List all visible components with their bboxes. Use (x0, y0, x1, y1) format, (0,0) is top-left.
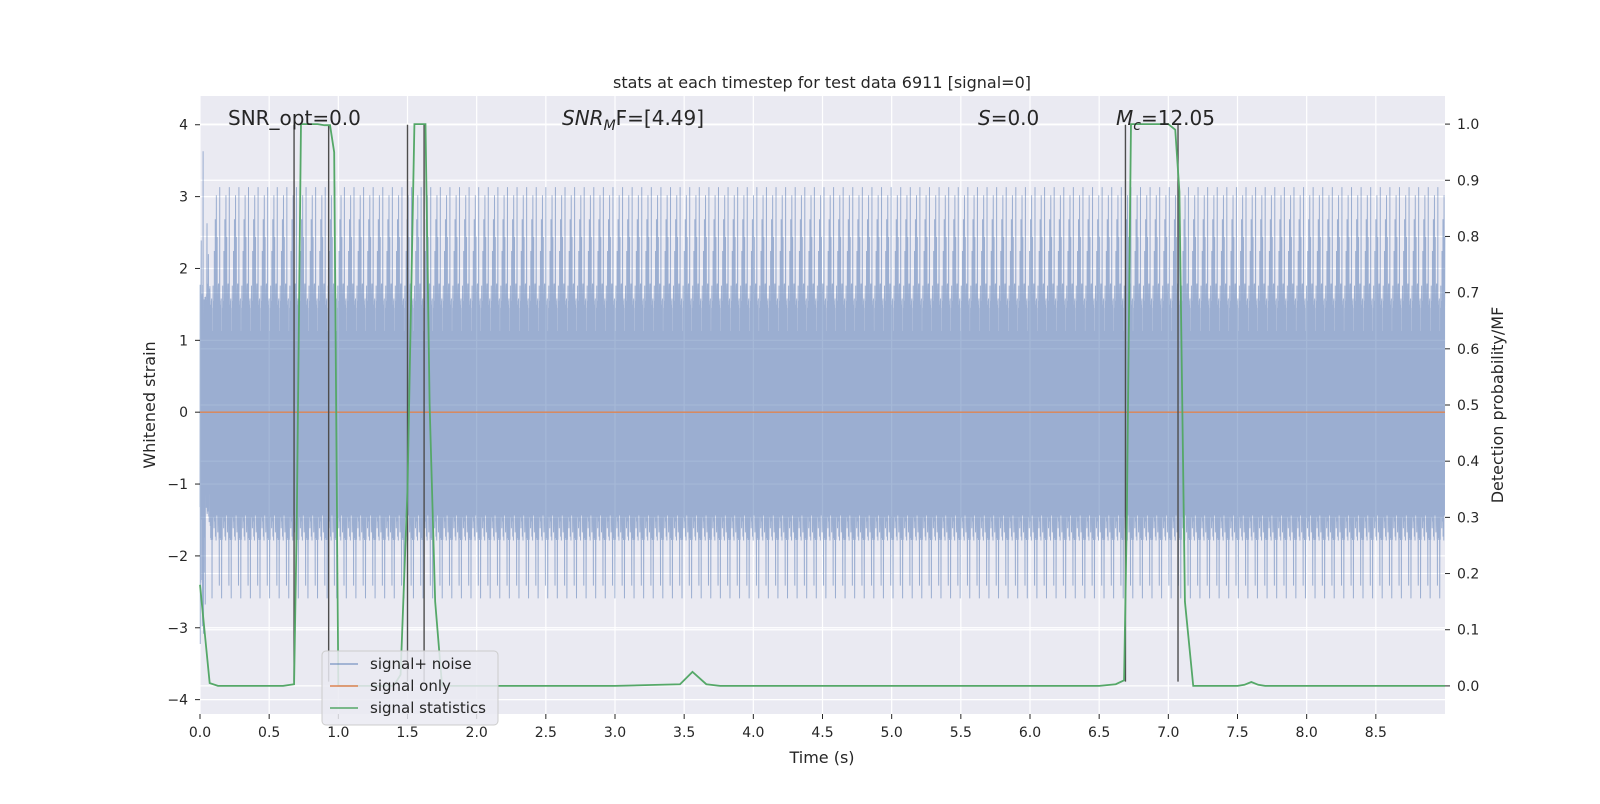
y-tick-label: 2 (179, 261, 188, 277)
legend-box (321, 650, 499, 726)
x-axis-label: Time (s) (788, 748, 854, 767)
y-tick-label: −2 (167, 549, 188, 565)
annotation-s-main: S (978, 106, 991, 130)
legend: signal+ noise signal only signal statist… (321, 650, 499, 726)
y-right-tick-label: 0.9 (1457, 173, 1479, 189)
x-tick-label: 2.5 (535, 725, 557, 741)
axes-layer: 0.0 0.5 1.0 1.5 2.0 2.5 3.0 3.5 4.0 4.5 5.0 5.5 6.0 6… (167, 117, 1479, 741)
annotation-snr-mf-sub: M (604, 118, 616, 134)
annotation-snr-opt: SNR_opt=0.0 (228, 106, 361, 130)
annotation-s-rest: =0.0 (991, 106, 1040, 130)
annotation-mc-rest: =12.05 (1141, 106, 1215, 130)
x-tick-label: 3.0 (604, 725, 626, 741)
legend-label-statistics: signal statistics (370, 699, 486, 717)
x-tick-label: 6.0 (1019, 725, 1041, 741)
y-right-tick-label: 1.0 (1457, 117, 1479, 133)
x-tick-label: 2.0 (466, 725, 488, 741)
y-axis-label: Whitened strain (140, 341, 159, 468)
x-tick-label: 1.5 (396, 725, 418, 741)
y-tick-label: 3 (179, 190, 188, 206)
x-tick-label: 3.5 (673, 725, 695, 741)
y-right-tick-label: 0.7 (1457, 286, 1479, 302)
y-axis-label-right: Detection probability/MF (1488, 307, 1507, 504)
x-tick-label: 7.5 (1226, 725, 1248, 741)
y-right-tick-label: 0.3 (1457, 510, 1479, 526)
legend-label-noise: signal+ noise (370, 655, 472, 673)
annotation-mc-sub: c (1133, 118, 1141, 134)
x-tick-label: 0.5 (258, 725, 280, 741)
y-tick-label: 4 (179, 118, 188, 134)
y-tick-label: 0 (179, 405, 188, 421)
y-right-tick-label: 0.1 (1457, 623, 1479, 639)
y-right-tick-label: 0.2 (1457, 567, 1479, 583)
x-tick-label: 7.0 (1157, 725, 1179, 741)
x-tick-label: 0.0 (189, 725, 211, 741)
y-tick-label: −4 (167, 693, 188, 709)
y-tick-label: 1 (179, 333, 188, 349)
y-tick-label: −3 (167, 621, 188, 637)
x-tick-label: 5.0 (881, 725, 903, 741)
x-tick-label: 8.5 (1365, 725, 1387, 741)
annotation-mc-main: M (1116, 106, 1133, 130)
y-right-tick-label: 0.6 (1457, 342, 1479, 358)
x-tick-label: 8.0 (1296, 725, 1318, 741)
x-tick-label: 4.5 (811, 725, 833, 741)
x-tick-label: 6.5 (1088, 725, 1110, 741)
y-tick-label: −1 (167, 477, 188, 493)
y-right-tick-label: 0.4 (1457, 454, 1479, 470)
signal-statistics-line (199, 123, 1445, 687)
legend-label-signal-only: signal only (370, 677, 451, 695)
x-tick-label: 5.5 (950, 725, 972, 741)
annotation-snr-mf: SNRMF=[4.49] (562, 106, 704, 134)
y-right-tick-label: 0.8 (1457, 229, 1479, 245)
lines-layer (199, 123, 1445, 687)
annotation-snr-mf-rest: F=[4.49] (616, 106, 704, 130)
y-right-tick-label: 0.5 (1457, 398, 1479, 414)
y-right-tick-label: 0.0 (1457, 679, 1479, 695)
chart-title: stats at each timestep for test data 691… (613, 73, 1031, 92)
x-tick-label: 1.0 (327, 725, 349, 741)
annotation-s: S=0.0 (978, 106, 1039, 130)
x-tick-label: 4.0 (742, 725, 764, 741)
annotation-mc: Mc=12.05 (1116, 106, 1215, 134)
annotation-snr-mf-main: SNR (562, 106, 604, 130)
